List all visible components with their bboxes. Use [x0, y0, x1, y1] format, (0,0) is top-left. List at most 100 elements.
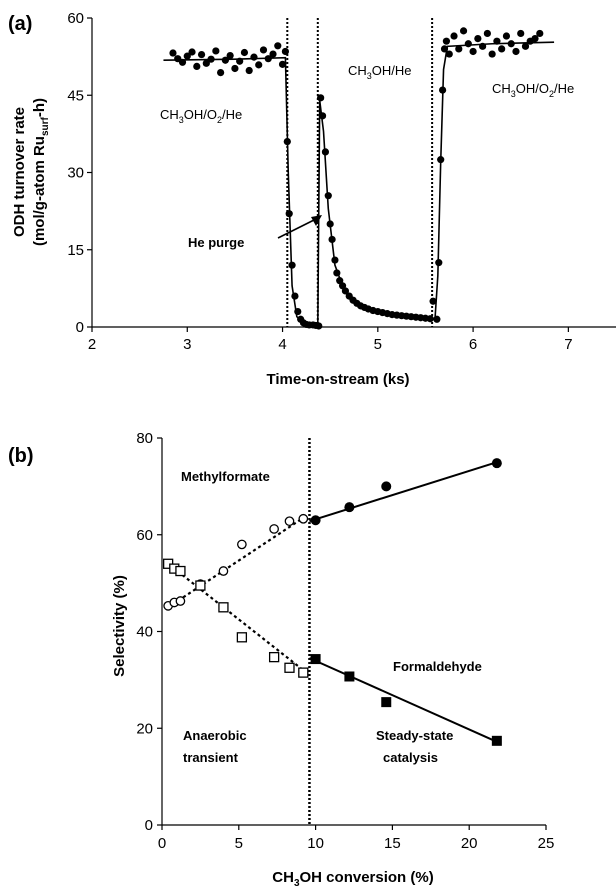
x-tick-label: 10	[307, 835, 324, 852]
panel-a-ylabel-line1: ODH turnover rate	[11, 107, 28, 237]
panel-b-ylabel: Selectivity (%)	[111, 575, 128, 677]
data-point	[469, 47, 477, 56]
data-point	[536, 29, 544, 38]
panel-a-annotation-region2: CH3OH/He	[348, 63, 412, 81]
y-tick-label: 60	[67, 10, 84, 27]
data-point	[245, 66, 253, 75]
y-tick-label: 20	[136, 720, 153, 737]
open-circle-point	[237, 539, 247, 550]
panel-a: (a) ODH turnover rate (mol/g-atom Rusurf…	[8, 10, 616, 388]
data-point	[274, 42, 282, 50]
data-point	[498, 45, 506, 53]
data-point	[493, 37, 501, 45]
open-square-point	[175, 565, 186, 577]
annotation-steady-line2: catalysis	[383, 750, 438, 765]
data-point	[426, 315, 434, 323]
data-point	[341, 287, 350, 295]
panel-a-ylabel-line2: (mol/g-atom Rusurf-h)	[31, 98, 51, 246]
data-point	[294, 307, 302, 316]
panel-b-x-ticks: 0 5 10 15 20 25	[158, 825, 555, 852]
filled-circle-point	[381, 481, 392, 492]
data-point	[328, 235, 336, 244]
open-square-point	[268, 651, 280, 663]
solid-fit-line	[309, 657, 498, 743]
data-point	[437, 156, 445, 164]
data-point	[502, 32, 511, 40]
y-tick-label: 80	[136, 430, 153, 447]
data-point	[450, 32, 458, 40]
x-tick-label: 7	[564, 336, 572, 353]
panel-b: (b) Selectivity (%) 0 20 40 60 80 0 5 10 15 20 25…	[8, 430, 554, 889]
open-circle-point	[218, 566, 229, 576]
data-point	[433, 315, 441, 323]
data-point	[250, 53, 258, 61]
data-point	[521, 42, 530, 50]
data-point	[217, 68, 225, 77]
data-point	[193, 62, 201, 71]
data-point	[464, 40, 472, 48]
data-point	[317, 94, 325, 102]
data-point	[440, 45, 449, 53]
data-point	[435, 259, 443, 267]
data-point	[188, 48, 196, 56]
filled-circle-point	[310, 515, 321, 526]
x-tick-label: 6	[469, 336, 477, 353]
panel-a-x-ticks: 2 3 4 5 6 7	[88, 327, 573, 353]
data-point	[512, 47, 520, 56]
dashed-fit-line	[167, 516, 304, 609]
open-circle-point	[269, 524, 279, 534]
data-point	[459, 27, 468, 35]
panel-a-y-ticks: 0 15 30 45 60	[67, 10, 92, 336]
data-point	[264, 55, 272, 63]
open-square-point	[298, 667, 309, 678]
fit-curve	[163, 41, 555, 327]
data-point	[259, 46, 268, 54]
panel-b-xlabel: CH3OH conversion (%)	[272, 869, 433, 889]
data-point	[169, 49, 177, 57]
filled-circle-point	[344, 502, 355, 513]
x-tick-label: 20	[461, 835, 478, 852]
data-point	[207, 55, 215, 63]
data-point	[331, 256, 339, 264]
filled-circle-point	[491, 458, 502, 469]
x-tick-label: 3	[183, 336, 191, 353]
open-circle-point	[284, 516, 295, 527]
x-tick-label: 15	[384, 835, 401, 852]
data-point	[439, 86, 447, 94]
x-tick-label: 25	[538, 835, 555, 852]
panel-b-label: (b)	[8, 445, 34, 467]
data-point	[283, 138, 291, 146]
data-point	[178, 58, 187, 66]
open-square-point	[284, 662, 295, 673]
filled-square-point	[381, 697, 392, 708]
data-point	[221, 56, 229, 64]
data-point	[429, 297, 437, 305]
open-circle-point	[298, 513, 309, 524]
data-point	[488, 50, 496, 58]
panel-b-points	[162, 458, 502, 746]
panel-a-points	[169, 27, 544, 330]
panel-a-ylabel: ODH turnover rate (mol/g-atom Rusurf-h)	[11, 98, 51, 246]
open-square-point	[236, 632, 248, 643]
panel-a-xlabel: Time-on-stream (ks)	[266, 371, 409, 388]
data-point	[197, 50, 206, 59]
data-point	[212, 47, 220, 55]
data-point	[321, 148, 330, 156]
data-point	[483, 29, 491, 38]
x-tick-label: 2	[88, 336, 96, 353]
x-tick-label: 0	[158, 835, 166, 852]
data-point	[255, 61, 263, 69]
annotation-anaerobic-line1: Anaerobic	[183, 728, 247, 743]
panel-a-annotation-region1: CH3OH/O2/He	[160, 107, 242, 125]
filled-square-point	[310, 654, 321, 665]
data-point	[202, 59, 210, 67]
data-point	[324, 192, 332, 200]
filled-square-point	[491, 735, 502, 746]
data-point	[315, 322, 323, 330]
y-tick-label: 45	[67, 87, 84, 104]
annotation-steady-line1: Steady-state	[376, 728, 453, 743]
panel-b-y-ticks: 0 20 40 60 80	[136, 430, 162, 834]
data-point	[285, 210, 293, 218]
data-point	[291, 292, 299, 300]
